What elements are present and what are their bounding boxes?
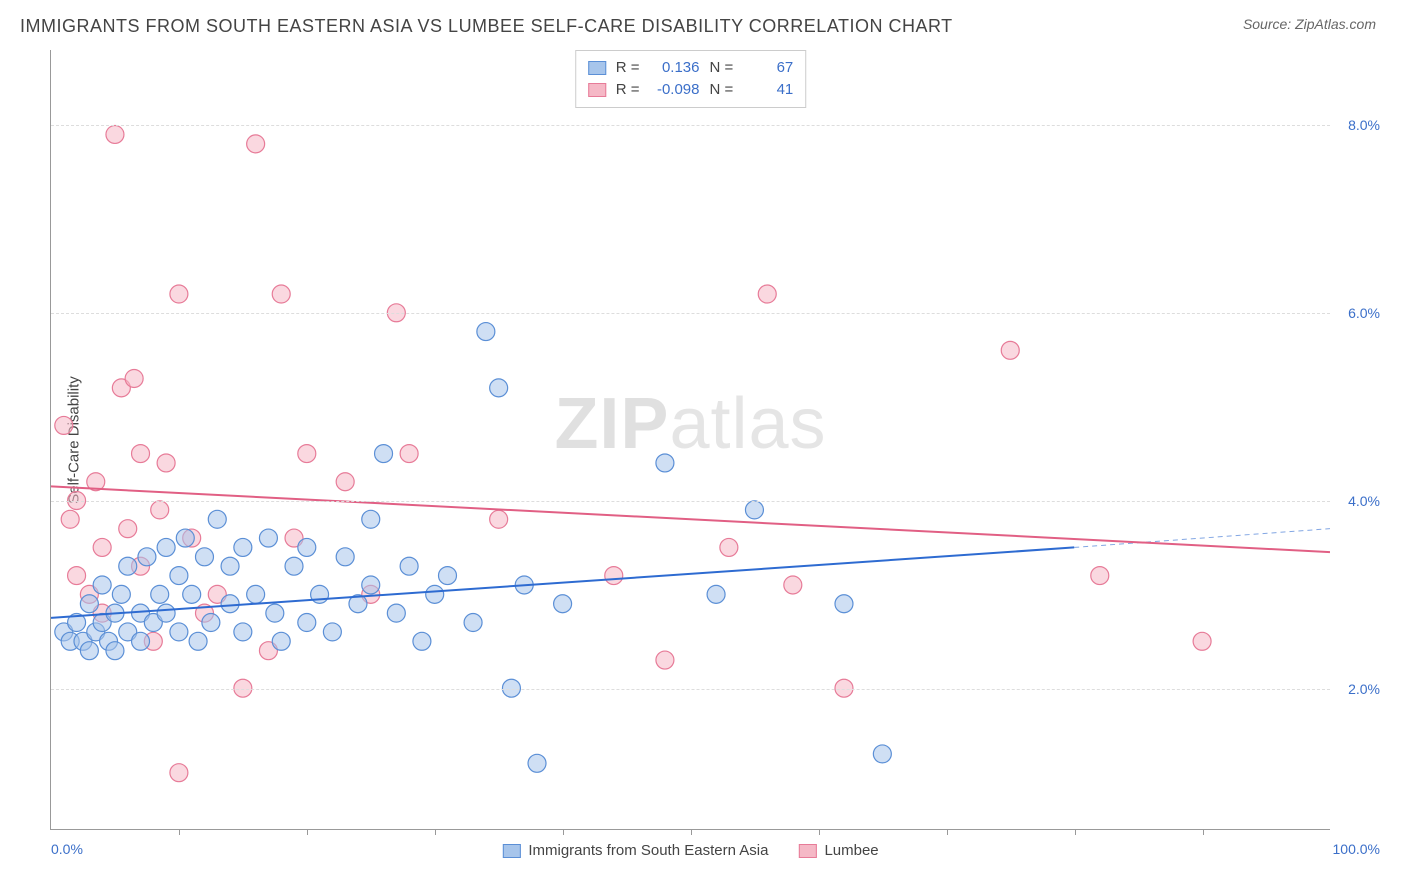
stats-row-series-b: R = -0.098 N = 41 <box>588 79 794 101</box>
r-value-a: 0.136 <box>650 57 700 79</box>
n-value-b: 41 <box>743 79 793 101</box>
series-legend: Immigrants from South Eastern Asia Lumbe… <box>502 842 878 859</box>
y-tick-label: 4.0% <box>1348 493 1380 509</box>
y-tick-label: 8.0% <box>1348 117 1380 133</box>
swatch-series-a <box>588 61 606 75</box>
chart-container: Self-Care Disability ZIPatlas R = 0.136 … <box>50 50 1380 830</box>
legend-item-b: Lumbee <box>798 842 878 859</box>
r-value-b: -0.098 <box>650 79 700 101</box>
r-label: R = <box>616 57 640 79</box>
x-axis-max-label: 100.0% <box>1333 841 1380 857</box>
x-axis-min-label: 0.0% <box>51 841 83 857</box>
swatch-series-a <box>502 844 520 858</box>
source-attribution: Source: ZipAtlas.com <box>1243 16 1376 32</box>
y-tick-label: 2.0% <box>1348 681 1380 697</box>
swatch-series-b <box>798 844 816 858</box>
chart-title: IMMIGRANTS FROM SOUTH EASTERN ASIA VS LU… <box>20 16 953 37</box>
scatter-plot-svg <box>51 50 1330 829</box>
legend-item-a: Immigrants from South Eastern Asia <box>502 842 768 859</box>
n-label: N = <box>710 57 734 79</box>
swatch-series-b <box>588 83 606 97</box>
n-value-a: 67 <box>743 57 793 79</box>
plot-area: ZIPatlas R = 0.136 N = 67 R = -0.098 N =… <box>50 50 1330 830</box>
n-label: N = <box>710 79 734 101</box>
source-label: Source: <box>1243 16 1295 32</box>
legend-label-a: Immigrants from South Eastern Asia <box>528 842 768 859</box>
stats-row-series-a: R = 0.136 N = 67 <box>588 57 794 79</box>
stats-legend: R = 0.136 N = 67 R = -0.098 N = 41 <box>575 50 807 108</box>
source-name: ZipAtlas.com <box>1295 16 1376 32</box>
legend-label-b: Lumbee <box>824 842 878 859</box>
y-tick-label: 6.0% <box>1348 305 1380 321</box>
r-label: R = <box>616 79 640 101</box>
